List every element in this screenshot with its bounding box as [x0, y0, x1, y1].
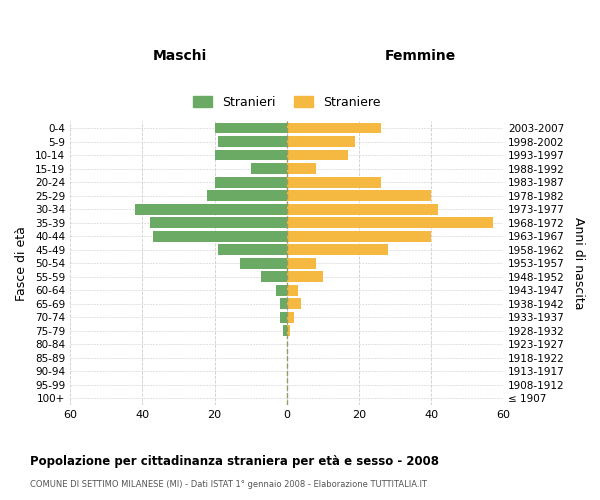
Bar [240, 258, 287, 268]
Bar [287, 285, 298, 296]
Bar [153, 231, 287, 241]
Text: COMUNE DI SETTIMO MILANESE (MI) - Dati ISTAT 1° gennaio 2008 - Elaborazione TUTT: COMUNE DI SETTIMO MILANESE (MI) - Dati I… [30, 480, 427, 489]
Bar [280, 312, 287, 322]
Bar [287, 272, 323, 282]
Bar [215, 122, 287, 134]
Text: Femmine: Femmine [385, 48, 455, 62]
Bar [287, 218, 493, 228]
Bar [287, 298, 301, 309]
Bar [283, 326, 287, 336]
Bar [287, 122, 380, 134]
Bar [287, 136, 355, 147]
Legend: Stranieri, Straniere: Stranieri, Straniere [188, 90, 385, 114]
Bar [287, 244, 388, 255]
Y-axis label: Anni di nascita: Anni di nascita [572, 217, 585, 310]
Bar [287, 326, 290, 336]
Y-axis label: Fasce di età: Fasce di età [15, 226, 28, 300]
Bar [280, 298, 287, 309]
Bar [287, 204, 439, 214]
Bar [251, 163, 287, 174]
Bar [287, 190, 431, 201]
Bar [215, 176, 287, 188]
Bar [276, 285, 287, 296]
Bar [135, 204, 287, 214]
Bar [287, 312, 294, 322]
Text: Maschi: Maschi [153, 48, 207, 62]
Bar [218, 136, 287, 147]
Bar [287, 176, 380, 188]
Bar [287, 231, 431, 241]
Bar [287, 258, 316, 268]
Bar [149, 218, 287, 228]
Bar [218, 244, 287, 255]
Bar [262, 272, 287, 282]
Bar [215, 150, 287, 160]
Bar [287, 163, 316, 174]
Bar [207, 190, 287, 201]
Bar [287, 150, 348, 160]
Text: Popolazione per cittadinanza straniera per età e sesso - 2008: Popolazione per cittadinanza straniera p… [30, 455, 439, 468]
